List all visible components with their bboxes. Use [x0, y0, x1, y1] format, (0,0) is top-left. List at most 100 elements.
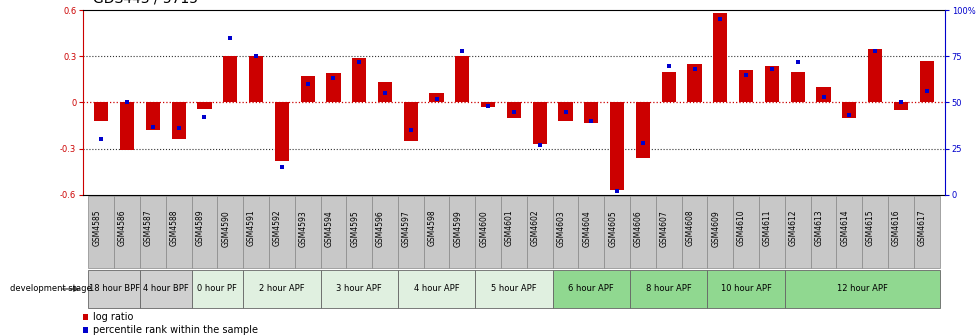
FancyBboxPatch shape: [474, 196, 501, 268]
Text: 6 hour APF: 6 hour APF: [568, 285, 613, 293]
FancyBboxPatch shape: [578, 196, 603, 268]
FancyBboxPatch shape: [217, 196, 243, 268]
Text: GSM4604: GSM4604: [582, 210, 591, 247]
Bar: [609, 102, 624, 190]
Bar: [687, 64, 701, 102]
Bar: [635, 102, 649, 158]
FancyBboxPatch shape: [140, 269, 192, 308]
Text: GSM4590: GSM4590: [221, 210, 230, 247]
Text: GSM4595: GSM4595: [350, 210, 359, 247]
Bar: [352, 58, 366, 102]
Text: GSM4594: GSM4594: [324, 210, 333, 247]
Text: GSM4614: GSM4614: [839, 210, 849, 247]
Bar: [661, 72, 675, 102]
FancyBboxPatch shape: [526, 196, 553, 268]
Text: GSM4609: GSM4609: [711, 210, 720, 247]
Text: 4 hour BPF: 4 hour BPF: [143, 285, 189, 293]
Bar: [918, 61, 933, 102]
Text: GSM4611: GSM4611: [762, 210, 771, 246]
Bar: [893, 102, 907, 110]
FancyBboxPatch shape: [630, 269, 707, 308]
Text: GSM4612: GSM4612: [788, 210, 797, 246]
FancyBboxPatch shape: [165, 196, 192, 268]
FancyBboxPatch shape: [114, 196, 140, 268]
Text: 0 hour PF: 0 hour PF: [198, 285, 237, 293]
Text: GSM4602: GSM4602: [530, 210, 539, 247]
FancyBboxPatch shape: [810, 196, 835, 268]
FancyBboxPatch shape: [862, 196, 887, 268]
FancyBboxPatch shape: [655, 196, 681, 268]
Bar: [557, 102, 572, 121]
Text: 3 hour APF: 3 hour APF: [336, 285, 381, 293]
Bar: [480, 102, 495, 107]
Text: GSM4616: GSM4616: [891, 210, 900, 247]
FancyBboxPatch shape: [474, 269, 553, 308]
Bar: [584, 102, 598, 123]
Bar: [171, 102, 186, 139]
FancyBboxPatch shape: [346, 196, 372, 268]
Bar: [223, 56, 237, 102]
Text: GSM4617: GSM4617: [916, 210, 926, 247]
Bar: [300, 76, 314, 102]
Bar: [816, 87, 829, 102]
FancyBboxPatch shape: [294, 196, 320, 268]
FancyBboxPatch shape: [269, 196, 294, 268]
Text: GSM4586: GSM4586: [118, 210, 127, 247]
Bar: [713, 13, 727, 102]
FancyBboxPatch shape: [784, 196, 810, 268]
Text: GSM4593: GSM4593: [298, 210, 307, 247]
Bar: [455, 56, 469, 102]
Text: GSM4598: GSM4598: [427, 210, 436, 247]
FancyBboxPatch shape: [449, 196, 474, 268]
Text: 12 hour APF: 12 hour APF: [836, 285, 887, 293]
FancyBboxPatch shape: [784, 269, 939, 308]
Bar: [146, 102, 159, 130]
Text: GSM4585: GSM4585: [92, 210, 101, 247]
FancyBboxPatch shape: [835, 196, 862, 268]
Bar: [403, 102, 418, 141]
Text: 10 hour APF: 10 hour APF: [720, 285, 771, 293]
Text: GDS443 / 5715: GDS443 / 5715: [93, 0, 198, 5]
Bar: [790, 72, 804, 102]
Text: GSM4607: GSM4607: [659, 210, 668, 247]
Text: 8 hour APF: 8 hour APF: [645, 285, 690, 293]
Text: GSM4608: GSM4608: [685, 210, 693, 247]
FancyBboxPatch shape: [630, 196, 655, 268]
FancyBboxPatch shape: [192, 196, 217, 268]
Text: GSM4615: GSM4615: [866, 210, 874, 247]
Text: GSM4597: GSM4597: [401, 210, 411, 247]
FancyBboxPatch shape: [553, 269, 630, 308]
Bar: [378, 82, 392, 102]
FancyBboxPatch shape: [707, 269, 784, 308]
Bar: [738, 70, 752, 102]
Bar: [429, 93, 443, 102]
Text: 5 hour APF: 5 hour APF: [491, 285, 536, 293]
Bar: [275, 102, 289, 161]
Text: 18 hour BPF: 18 hour BPF: [89, 285, 140, 293]
FancyBboxPatch shape: [320, 196, 346, 268]
Text: 2 hour APF: 2 hour APF: [259, 285, 304, 293]
Text: GSM4592: GSM4592: [273, 210, 282, 247]
FancyBboxPatch shape: [372, 196, 397, 268]
Text: GSM4587: GSM4587: [144, 210, 153, 247]
Bar: [507, 102, 520, 118]
Bar: [94, 102, 109, 121]
Bar: [248, 56, 263, 102]
FancyBboxPatch shape: [243, 269, 320, 308]
FancyBboxPatch shape: [887, 196, 912, 268]
Bar: [120, 102, 134, 150]
FancyBboxPatch shape: [553, 196, 578, 268]
FancyBboxPatch shape: [681, 196, 707, 268]
FancyBboxPatch shape: [192, 269, 243, 308]
Text: GSM4605: GSM4605: [607, 210, 616, 247]
Text: GSM4606: GSM4606: [634, 210, 643, 247]
FancyBboxPatch shape: [397, 196, 423, 268]
Bar: [841, 102, 856, 118]
Text: GSM4613: GSM4613: [814, 210, 822, 247]
FancyBboxPatch shape: [758, 196, 784, 268]
Text: GSM4603: GSM4603: [556, 210, 565, 247]
Bar: [198, 102, 211, 109]
FancyBboxPatch shape: [707, 196, 733, 268]
Text: GSM4588: GSM4588: [169, 210, 178, 246]
Text: development stage: development stage: [10, 285, 92, 293]
